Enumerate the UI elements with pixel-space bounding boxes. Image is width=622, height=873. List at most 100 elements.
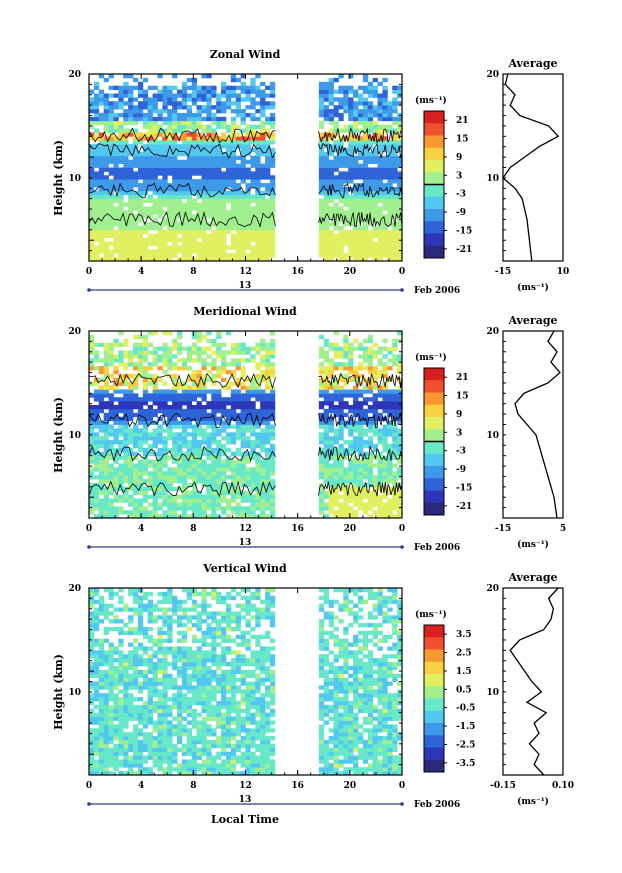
- heatmap-cell: [108, 771, 114, 775]
- heatmap-cell: [392, 443, 398, 449]
- heatmap-cell: [137, 716, 144, 721]
- heatmap-cell: [387, 109, 393, 114]
- heatmap-cell: [255, 440, 261, 445]
- heatmap-cell: [353, 140, 359, 145]
- heatmap-cell: [128, 486, 134, 492]
- heatmap-cell: [269, 463, 276, 468]
- heatmap-cell: [142, 420, 149, 425]
- heatmap-cell: [250, 105, 256, 110]
- heatmap-cell: [206, 498, 212, 503]
- heatmap-cell: [240, 225, 246, 231]
- heatmap-cell: [147, 607, 153, 612]
- heatmap-cell: [196, 116, 202, 122]
- heatmap-cell: [206, 101, 212, 106]
- heatmap-cell: [113, 436, 119, 441]
- heatmap-cell: [211, 194, 217, 200]
- heatmap-cell: [147, 132, 153, 137]
- heatmap-cell: [152, 202, 158, 207]
- heatmap-cell: [240, 128, 246, 133]
- heatmap-cell: [196, 148, 202, 153]
- heatmap-cell: [118, 424, 124, 429]
- heatmap-cell: [211, 432, 217, 437]
- heatmap-cell: [103, 401, 109, 406]
- heatmap-cell: [269, 397, 276, 402]
- heatmap-cell: [245, 206, 251, 211]
- contour-line: [89, 445, 402, 463]
- heatmap-cell: [201, 412, 207, 418]
- heatmap-cell: [221, 385, 227, 390]
- heatmap-cell: [162, 136, 168, 141]
- heatmap-cell: [230, 109, 237, 114]
- heatmap-cell: [333, 225, 339, 231]
- heatmap-cell: [167, 116, 173, 122]
- heatmap-cell: [372, 218, 378, 223]
- heatmap-cell: [157, 159, 163, 165]
- heatmap-cell: [216, 241, 222, 246]
- heatmap-cell: [382, 229, 388, 235]
- heatmap-cell: [177, 397, 183, 402]
- heatmap-cell: [89, 716, 95, 721]
- heatmap-cell: [328, 229, 334, 235]
- heatmap-cell: [250, 253, 256, 258]
- heatmap-cell: [98, 467, 105, 472]
- heatmap-cell: [338, 393, 344, 398]
- heatmap-cell: [152, 346, 158, 351]
- heatmap-cell: [181, 245, 188, 250]
- heatmap-cell: [172, 385, 178, 390]
- heatmap-cell: [186, 494, 193, 499]
- x-tick-label: 20: [344, 524, 357, 534]
- heatmap-cell: [108, 253, 114, 258]
- heatmap-cell: [362, 467, 369, 472]
- heatmap-cell: [235, 486, 242, 492]
- heatmap-cell: [118, 747, 124, 753]
- heatmap-cell: [167, 471, 173, 476]
- heatmap-cell: [123, 479, 129, 484]
- heatmap-cell: [137, 105, 144, 110]
- heatmap-cell: [377, 179, 383, 184]
- heatmap-cell: [191, 171, 197, 176]
- heatmap-cell: [338, 420, 344, 425]
- heatmap-cell: [269, 105, 276, 110]
- heatmap-cell: [353, 463, 359, 468]
- colorbar-unit: (ms⁻¹): [415, 95, 447, 106]
- heatmap-cell: [235, 393, 242, 398]
- heatmap-cell: [206, 93, 212, 98]
- heatmap-cell: [152, 759, 158, 764]
- heatmap-cell: [142, 144, 149, 149]
- heatmap-cell: [181, 206, 188, 211]
- heatmap-cell: [343, 467, 349, 472]
- heatmap-cell: [93, 759, 100, 764]
- heatmap-cell: [133, 626, 139, 632]
- heatmap-cell: [93, 615, 100, 620]
- heatmap-cell: [147, 151, 153, 157]
- heatmap-cell: [152, 159, 158, 165]
- heatmap-cell: [328, 93, 334, 98]
- heatmap-cell: [157, 479, 163, 484]
- heatmap-cell: [196, 241, 202, 246]
- heatmap-cell: [348, 237, 354, 242]
- heatmap-cell: [206, 471, 212, 476]
- heatmap-cell: [382, 408, 388, 414]
- heatmap-cell: [201, 202, 207, 207]
- heatmap-cell: [172, 237, 178, 242]
- heatmap-cell: [108, 704, 114, 710]
- heatmap-cell: [196, 401, 202, 406]
- heatmap-cell: [98, 225, 105, 231]
- heatmap-cell: [367, 455, 374, 460]
- day-label: 13: [239, 281, 252, 291]
- heatmap-cell: [128, 389, 134, 394]
- heatmap-cell: [230, 342, 237, 347]
- heatmap-cell: [240, 346, 246, 351]
- heatmap-cell: [269, 120, 276, 126]
- heatmap-cell: [93, 408, 100, 414]
- heatmap-cell: [147, 116, 153, 122]
- heatmap-cell: [186, 459, 193, 464]
- heatmap-cell: [265, 358, 271, 363]
- heatmap-cell: [147, 210, 153, 215]
- heatmap-cell: [372, 155, 378, 161]
- heatmap-cell: [240, 241, 246, 246]
- heatmap-cell: [328, 366, 334, 371]
- heatmap-cell: [162, 109, 168, 114]
- heatmap-cell: [338, 257, 344, 261]
- heatmap-cell: [357, 155, 364, 161]
